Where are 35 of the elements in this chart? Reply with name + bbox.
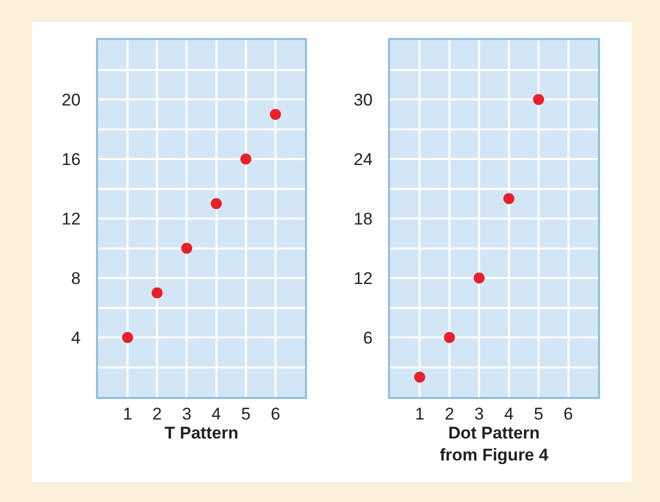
x-tick-label: 2 bbox=[444, 404, 454, 424]
point bbox=[444, 332, 455, 343]
x-axis-title: T Pattern bbox=[164, 423, 238, 442]
x-tick-label: 1 bbox=[122, 404, 132, 424]
x-tick-label: 6 bbox=[270, 404, 280, 424]
x-tick-label: 5 bbox=[241, 404, 251, 424]
x-tick-label: 2 bbox=[152, 404, 162, 424]
point bbox=[270, 108, 281, 120]
point bbox=[414, 372, 426, 383]
y-tick-label: 30 bbox=[354, 90, 373, 110]
y-tick-label: 16 bbox=[62, 150, 81, 169]
point bbox=[474, 272, 485, 284]
point bbox=[122, 332, 134, 343]
x-tick-label: 1 bbox=[414, 404, 424, 424]
x-tick-label: 4 bbox=[212, 404, 222, 424]
point bbox=[181, 242, 192, 254]
y-tick-label: 20 bbox=[62, 90, 81, 110]
y-tick-label: 12 bbox=[354, 268, 373, 288]
point bbox=[152, 287, 163, 298]
point bbox=[240, 154, 252, 164]
y-tick-label: 18 bbox=[354, 209, 373, 228]
x-tick-label: 4 bbox=[504, 404, 514, 424]
y-tick-label: 12 bbox=[62, 209, 81, 228]
y-tick-label: 8 bbox=[71, 268, 81, 288]
y-tick-label: 24 bbox=[354, 150, 373, 169]
y-tick-label: 6 bbox=[363, 328, 373, 348]
x-axis-title: Dot Pattern from Figure 4 bbox=[440, 423, 549, 464]
point bbox=[503, 193, 514, 204]
x-tick-label: 5 bbox=[534, 404, 544, 424]
point bbox=[533, 94, 544, 105]
point bbox=[210, 198, 222, 210]
x-tick-label: 3 bbox=[474, 404, 484, 424]
y-tick-label: 4 bbox=[71, 328, 81, 348]
x-tick-label: 3 bbox=[182, 404, 192, 424]
x-tick-label: 6 bbox=[564, 404, 574, 424]
